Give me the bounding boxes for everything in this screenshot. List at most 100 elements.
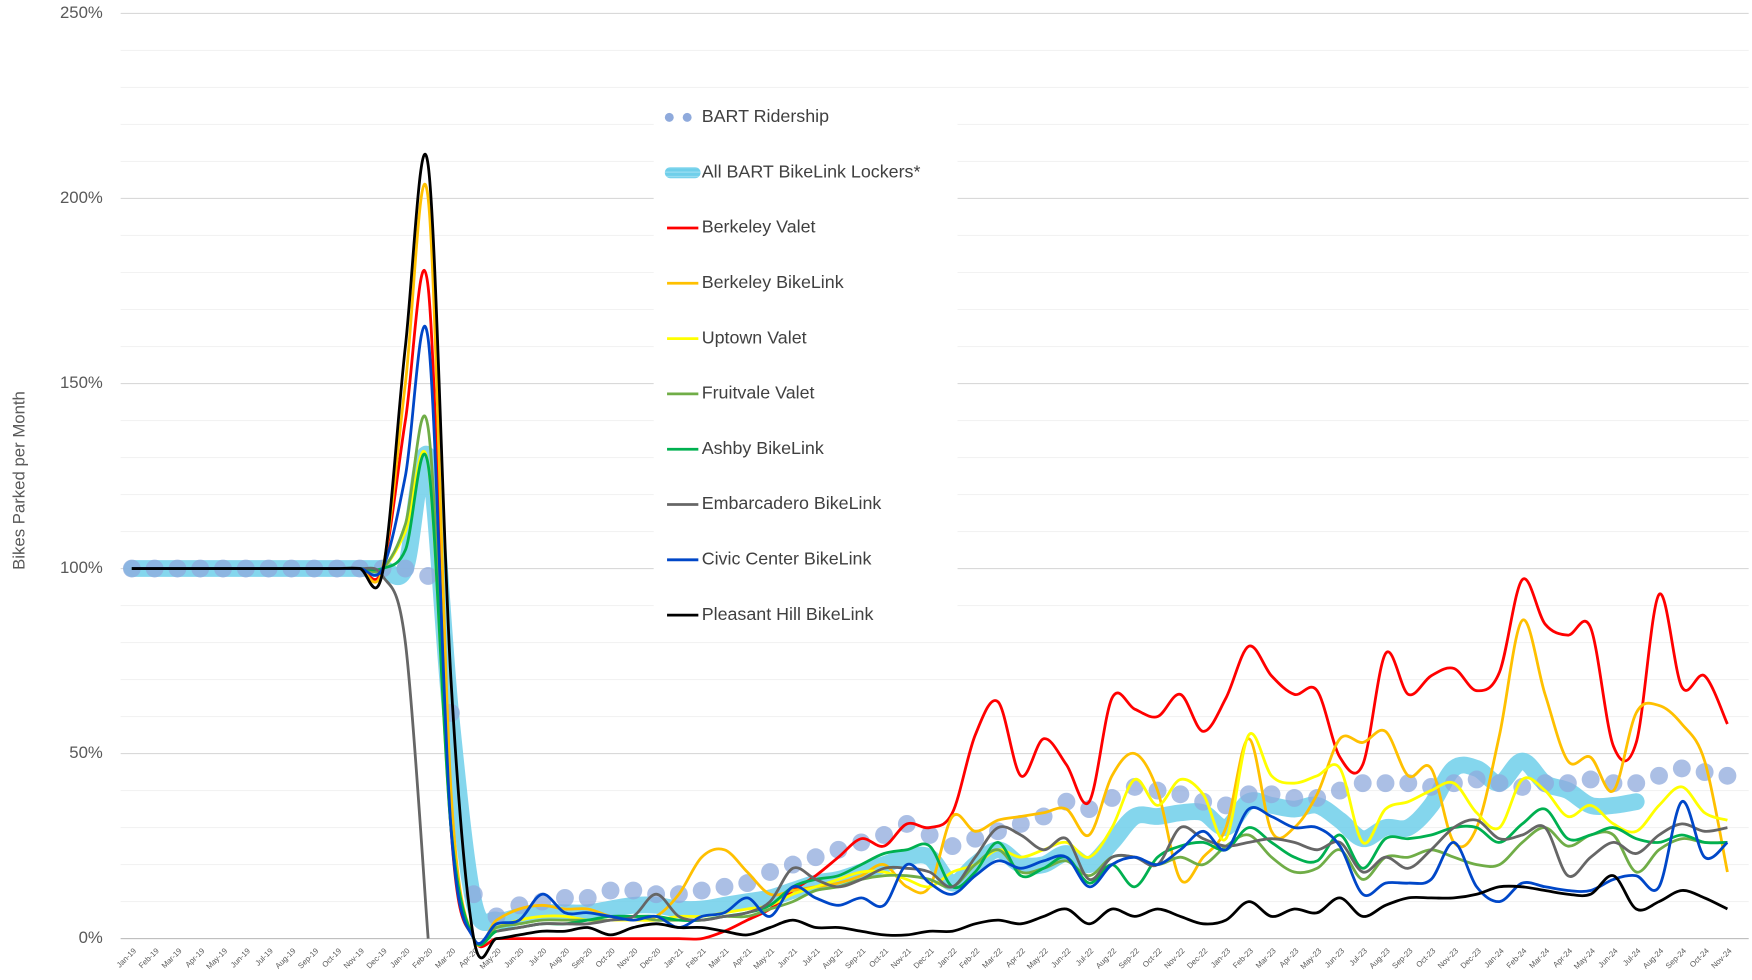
- x-tick-label: Aug-23: [1368, 946, 1392, 970]
- x-tick-label: Jul-19: [253, 946, 274, 967]
- legend-label: Uptown Valet: [702, 327, 807, 347]
- x-tick-label: Oct-23: [1414, 946, 1437, 969]
- x-tick-label: Mar-23: [1254, 946, 1278, 970]
- x-tick-label: Aug-19: [273, 946, 297, 970]
- x-tick-label: Feb-19: [137, 946, 161, 970]
- ridership-dot: [487, 907, 506, 926]
- ridership-dot: [875, 826, 893, 844]
- legend-label: BART Ridership: [702, 106, 829, 126]
- x-tick-label: Feb-23: [1231, 946, 1255, 970]
- x-tick-label: Mar-20: [433, 946, 457, 970]
- legend-label: All BART BikeLink Lockers*: [702, 161, 921, 181]
- x-tick-label: Aug-21: [820, 946, 844, 970]
- ridership-dot: [715, 877, 734, 896]
- y-tick-label: 0%: [79, 928, 103, 947]
- ridership-dot: [806, 848, 825, 867]
- ridership-dot: [943, 837, 962, 856]
- x-tick-label: Mar-22: [980, 946, 1004, 970]
- x-tick-label: Jan-21: [662, 946, 685, 969]
- ridership-dot: [761, 863, 780, 881]
- ridership-dot: [624, 881, 643, 900]
- ridership-dot: [601, 881, 620, 900]
- x-tick-label: Jun-23: [1323, 946, 1346, 969]
- ridership-dot: [555, 888, 574, 907]
- ridership-dot: [1558, 774, 1577, 793]
- x-tick-label: Jun-21: [776, 946, 799, 969]
- series-line: [131, 414, 1728, 946]
- x-tick-label: Oct-21: [867, 946, 890, 969]
- ridership-dot: [1490, 774, 1509, 793]
- ridership-dot: [1467, 770, 1486, 789]
- y-tick-label: 200%: [60, 188, 103, 207]
- ridership-dot: [966, 829, 985, 848]
- ridership-dot: [1057, 792, 1076, 811]
- x-tick-label: Apr-23: [1278, 946, 1301, 969]
- legend-background: [653, 91, 958, 640]
- legend-label: Berkeley Valet: [702, 217, 816, 237]
- legend-label: Berkeley BikeLink: [702, 272, 844, 292]
- x-tick-label: Jan-22: [935, 946, 958, 969]
- x-tick-label: Sep-19: [296, 946, 320, 970]
- x-tick-label: Feb-22: [958, 946, 982, 970]
- x-tick-label: Sep-23: [1390, 946, 1414, 970]
- legend-label: Fruitvale Valet: [702, 383, 815, 403]
- series-line: [131, 325, 1729, 945]
- series-line: [131, 153, 1729, 960]
- ridership-dot: [578, 888, 597, 907]
- x-tick-label: Jun-24: [1596, 946, 1620, 970]
- x-tick-label: May-22: [1025, 946, 1050, 971]
- x-tick-label: Aug-22: [1094, 946, 1118, 970]
- legend-label: Ashby BikeLink: [702, 438, 824, 458]
- x-tick-label: Mar-24: [1527, 946, 1551, 970]
- ridership-dot: [1103, 789, 1121, 807]
- x-tick-label: May-19: [204, 946, 229, 971]
- ridership-dot: [1285, 789, 1304, 807]
- x-tick-label: Aug-20: [547, 946, 572, 971]
- x-tick-label: Nov-20: [615, 946, 640, 971]
- x-tick-label: Nov-24: [1709, 946, 1734, 971]
- x-tick-label: Apr-22: [1004, 946, 1027, 969]
- x-tick-label: Sep-21: [843, 946, 867, 970]
- x-tick-label: Dec-20: [638, 946, 663, 971]
- ridership-dot: [1672, 759, 1691, 778]
- legend: BART Ridership All BART BikeLink Lockers*…: [653, 91, 958, 640]
- legend-marker: [682, 112, 692, 122]
- x-tick-label: Mar-19: [160, 946, 184, 970]
- x-tick-label: Sep-22: [1117, 946, 1141, 970]
- x-tick-label: Feb-20: [411, 946, 435, 970]
- x-tick-label: Feb-24: [1505, 946, 1529, 970]
- legend-label: Embarcadero BikeLink: [702, 493, 882, 513]
- x-tick-label: Nov-19: [342, 946, 366, 970]
- x-tick-label: Dec-21: [912, 946, 936, 970]
- x-tick-label: Jul-20: [527, 946, 549, 968]
- x-tick-label: Dec-22: [1185, 946, 1209, 970]
- ridership-dot: [1330, 781, 1349, 800]
- x-tick-label: Jul-21: [800, 946, 821, 967]
- ridership-dot: [419, 567, 438, 585]
- ridership-dot: [1262, 785, 1281, 804]
- ridership-dot: [1011, 814, 1030, 833]
- x-tick-label: Dec-23: [1459, 946, 1483, 970]
- legend-label: Pleasant Hill BikeLink: [702, 604, 874, 624]
- x-tick-label: Jul-23: [1348, 946, 1369, 967]
- ridership-dot: [1650, 766, 1668, 785]
- x-tick-label: Feb-21: [684, 946, 708, 970]
- ridership-dot: [1627, 774, 1646, 793]
- x-tick-label: Jun-20: [502, 946, 526, 970]
- y-tick-label: 250%: [60, 3, 103, 22]
- x-tick-label: Jan-23: [1209, 946, 1232, 969]
- x-tick-label: May-24: [1572, 946, 1597, 971]
- x-tick-label: Nov-22: [1162, 946, 1186, 970]
- x-tick-label: Jun-22: [1049, 946, 1072, 969]
- ridership-dot: [1171, 785, 1190, 804]
- x-tick-label: Jul-24: [1621, 946, 1643, 968]
- x-tick-label: Nov-23: [1436, 946, 1460, 970]
- y-tick-label: 50%: [69, 743, 103, 762]
- y-tick-label: 150%: [60, 373, 103, 392]
- x-tick-label: Aug-24: [1641, 946, 1666, 971]
- ridership-dot: [396, 559, 415, 578]
- ridership-dot: [1718, 766, 1737, 785]
- y-axis-label: Bikes Parked per Month: [10, 391, 29, 570]
- x-tick-label: Oct-24: [1688, 946, 1711, 969]
- legend-marker: [664, 167, 701, 179]
